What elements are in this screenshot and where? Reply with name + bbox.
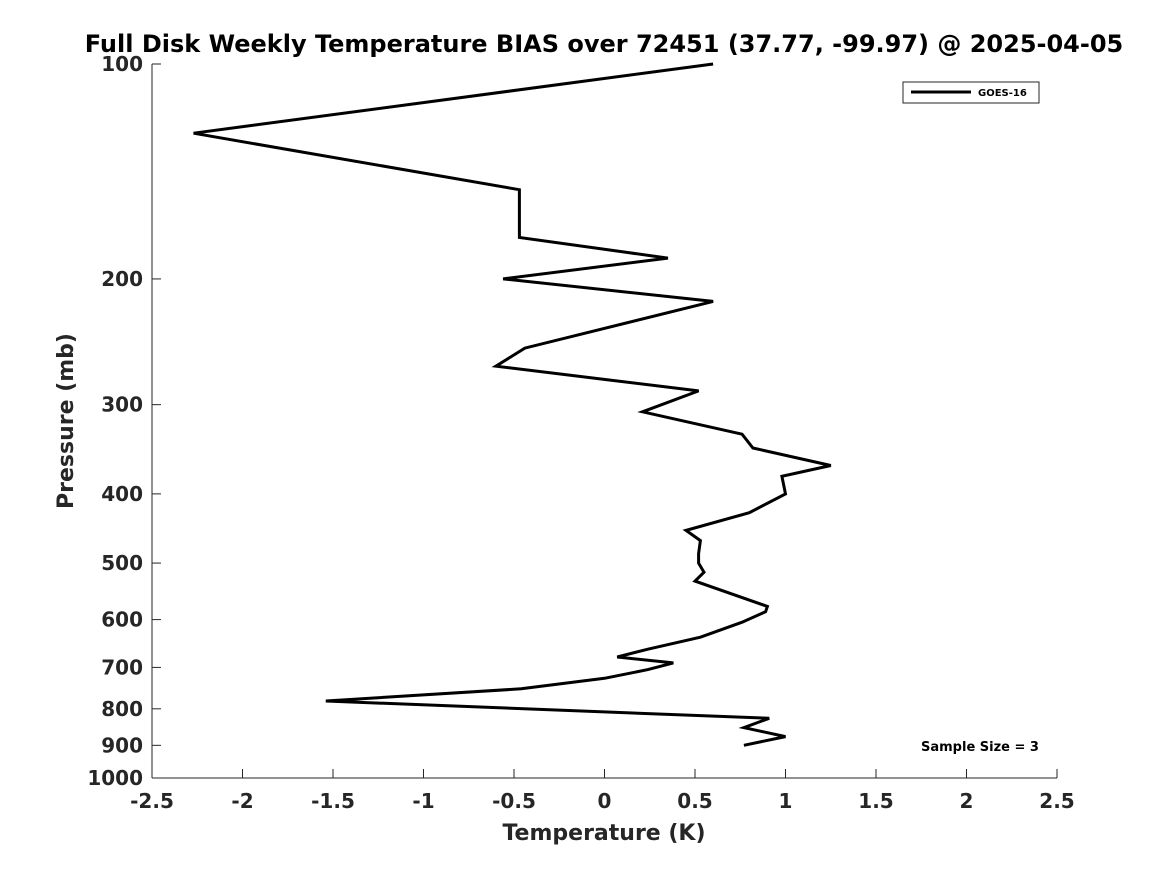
x-tick-label: 1 bbox=[779, 789, 793, 813]
y-tick-label: 700 bbox=[101, 655, 143, 679]
series-group bbox=[193, 62, 832, 747]
y-tick-label: 600 bbox=[101, 608, 143, 632]
sample-size-annotation: Sample Size = 3 bbox=[921, 740, 1039, 755]
x-tick-label: 2.5 bbox=[1039, 789, 1074, 813]
y-ticks: 100 200 300 400 500 600 700 800 900 1000 bbox=[87, 52, 161, 790]
x-tick-label: -1.5 bbox=[311, 789, 355, 813]
x-tick-label: 0 bbox=[598, 789, 612, 813]
legend-label-goes-16: GOES-16 bbox=[978, 88, 1027, 99]
x-tick-label: -1 bbox=[412, 789, 434, 813]
x-tick-label: -0.5 bbox=[492, 789, 536, 813]
x-tick-label: 1.5 bbox=[858, 789, 893, 813]
x-tick-label: -2.5 bbox=[130, 789, 174, 813]
y-tick-label: 1000 bbox=[87, 766, 143, 790]
y-tick-label: 100 bbox=[101, 52, 143, 76]
chart-title: Full Disk Weekly Temperature BIAS over 7… bbox=[85, 30, 1124, 58]
y-tick-label: 300 bbox=[101, 393, 143, 417]
y-tick-label: 800 bbox=[101, 697, 143, 721]
y-tick-label: 900 bbox=[101, 733, 143, 757]
y-tick-label: 400 bbox=[101, 482, 143, 506]
x-ticks: -2.5 -2 -1.5 -1 -0.5 0 0.5 1 1.5 2 2.5 bbox=[130, 769, 1075, 813]
plot-area: -2.5 -2 -1.5 -1 -0.5 0 0.5 1 1.5 2 2.5 100 200 300 40… bbox=[87, 52, 1074, 813]
y-tick-label: 200 bbox=[101, 267, 143, 291]
y-axis-label: Pressure (mb) bbox=[54, 333, 79, 509]
x-tick-label: 0.5 bbox=[677, 789, 712, 813]
x-axis-label: Temperature (K) bbox=[502, 821, 705, 846]
y-tick-label: 500 bbox=[101, 551, 143, 575]
x-tick-label: 2 bbox=[960, 789, 974, 813]
x-tick-label: -2 bbox=[231, 789, 253, 813]
legend: GOES-16 bbox=[902, 81, 1040, 104]
series-line-goes-16 bbox=[193, 62, 832, 747]
